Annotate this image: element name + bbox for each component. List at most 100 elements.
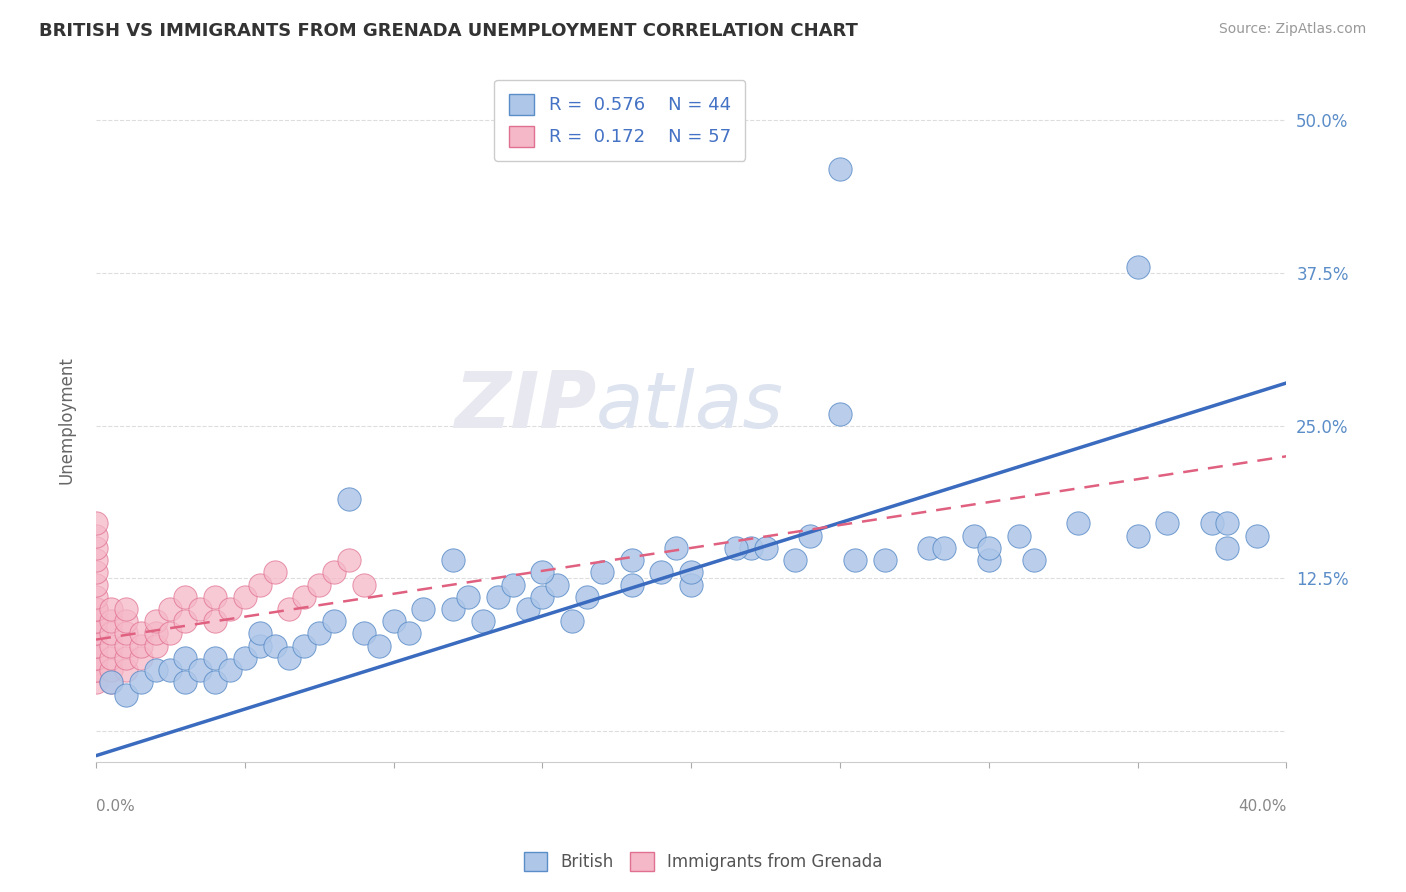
Point — [84, 663, 107, 677]
Point — [145, 663, 167, 677]
Point — [84, 651, 107, 665]
Point — [174, 590, 197, 604]
Legend: British, Immigrants from Grenada: British, Immigrants from Grenada — [516, 843, 890, 880]
Point — [114, 663, 136, 677]
Point — [263, 566, 285, 580]
Point — [159, 602, 181, 616]
Point — [353, 626, 375, 640]
Point — [323, 566, 346, 580]
Point — [1007, 529, 1029, 543]
Point — [84, 602, 107, 616]
Point — [1201, 516, 1223, 531]
Point — [114, 688, 136, 702]
Point — [977, 553, 1000, 567]
Point — [1246, 529, 1268, 543]
Point — [1156, 516, 1178, 531]
Point — [337, 553, 360, 567]
Point — [934, 541, 956, 555]
Point — [249, 577, 271, 591]
Point — [129, 626, 152, 640]
Point — [84, 529, 107, 543]
Point — [84, 553, 107, 567]
Text: ZIP: ZIP — [454, 368, 596, 444]
Point — [174, 614, 197, 628]
Point — [233, 590, 256, 604]
Point — [84, 590, 107, 604]
Point — [188, 602, 211, 616]
Point — [219, 602, 242, 616]
Point — [114, 651, 136, 665]
Point — [84, 663, 107, 677]
Point — [114, 614, 136, 628]
Point — [100, 602, 122, 616]
Point — [531, 590, 554, 604]
Point — [620, 577, 643, 591]
Point — [308, 626, 330, 640]
Point — [84, 651, 107, 665]
Point — [292, 590, 315, 604]
Point — [1022, 553, 1045, 567]
Point — [546, 577, 568, 591]
Point — [620, 553, 643, 567]
Point — [159, 626, 181, 640]
Point — [441, 602, 464, 616]
Point — [323, 614, 346, 628]
Point — [367, 639, 389, 653]
Legend: R =  0.576    N = 44, R =  0.172    N = 57: R = 0.576 N = 44, R = 0.172 N = 57 — [495, 79, 745, 161]
Point — [1216, 516, 1239, 531]
Point — [100, 639, 122, 653]
Point — [1216, 541, 1239, 555]
Point — [531, 566, 554, 580]
Point — [292, 639, 315, 653]
Point — [233, 651, 256, 665]
Point — [100, 675, 122, 690]
Point — [650, 566, 672, 580]
Point — [249, 626, 271, 640]
Point — [129, 639, 152, 653]
Point — [681, 566, 703, 580]
Point — [174, 651, 197, 665]
Point — [308, 577, 330, 591]
Point — [204, 614, 226, 628]
Point — [486, 590, 509, 604]
Point — [799, 529, 821, 543]
Point — [828, 407, 851, 421]
Point — [398, 626, 420, 640]
Point — [963, 529, 986, 543]
Point — [681, 577, 703, 591]
Point — [129, 651, 152, 665]
Point — [145, 614, 167, 628]
Point — [740, 541, 762, 555]
Point — [441, 553, 464, 567]
Point — [977, 541, 1000, 555]
Point — [873, 553, 896, 567]
Point — [84, 516, 107, 531]
Point — [278, 651, 301, 665]
Point — [84, 675, 107, 690]
Point — [204, 590, 226, 604]
Point — [84, 577, 107, 591]
Point — [337, 491, 360, 506]
Point — [84, 541, 107, 555]
Point — [1126, 260, 1149, 274]
Point — [145, 626, 167, 640]
Point — [100, 651, 122, 665]
Text: 40.0%: 40.0% — [1239, 799, 1286, 814]
Point — [828, 162, 851, 177]
Y-axis label: Unemployment: Unemployment — [58, 356, 75, 483]
Point — [100, 614, 122, 628]
Point — [100, 626, 122, 640]
Point — [159, 663, 181, 677]
Point — [1126, 529, 1149, 543]
Point — [219, 663, 242, 677]
Point — [844, 553, 866, 567]
Text: BRITISH VS IMMIGRANTS FROM GRENADA UNEMPLOYMENT CORRELATION CHART: BRITISH VS IMMIGRANTS FROM GRENADA UNEMP… — [39, 22, 858, 40]
Point — [100, 675, 122, 690]
Point — [665, 541, 688, 555]
Point — [1067, 516, 1090, 531]
Point — [84, 639, 107, 653]
Point — [84, 602, 107, 616]
Point — [724, 541, 747, 555]
Point — [516, 602, 538, 616]
Point — [174, 675, 197, 690]
